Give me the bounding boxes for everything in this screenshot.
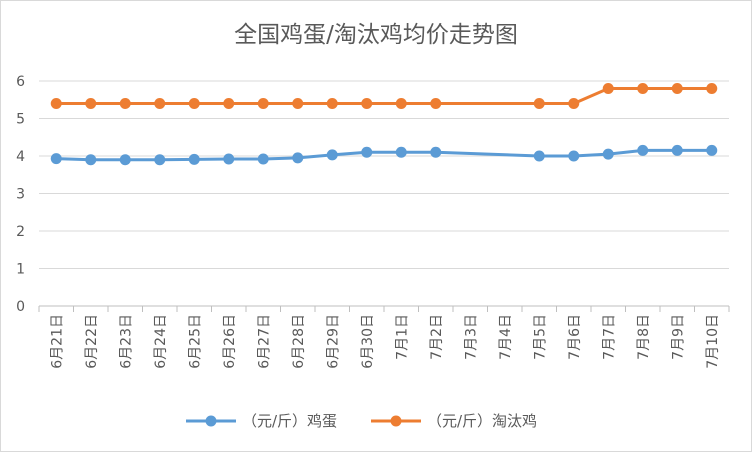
y-tick-label: 2 xyxy=(16,224,25,240)
x-tick-label: 6月30日 xyxy=(360,314,376,369)
x-tick-label: 6月21日 xyxy=(49,314,65,369)
x-tick-label: 7月9日 xyxy=(670,314,686,360)
data-point xyxy=(50,98,62,109)
data-point xyxy=(50,153,62,165)
data-point xyxy=(154,154,166,166)
legend-label-1: （元/斤）鸡蛋 xyxy=(242,412,337,430)
x-tick-label: 6月22日 xyxy=(84,314,100,369)
data-point xyxy=(119,154,131,166)
y-tick-label: 3 xyxy=(16,187,25,203)
data-point xyxy=(223,98,235,109)
y-tick-label: 5 xyxy=(16,112,25,128)
data-point xyxy=(223,153,235,165)
data-point xyxy=(568,150,580,162)
y-tick-label: 4 xyxy=(16,149,25,165)
data-point xyxy=(671,144,683,156)
data-point xyxy=(637,83,649,94)
x-tick-label: 6月25日 xyxy=(187,314,203,369)
x-tick-label: 7月10日 xyxy=(705,314,721,369)
data-point xyxy=(188,153,200,165)
legend-marker xyxy=(205,415,217,427)
data-point xyxy=(257,98,269,109)
x-tick-label: 7月2日 xyxy=(429,314,445,360)
x-tick-label: 6月24日 xyxy=(153,314,169,369)
x-tick-label: 6月23日 xyxy=(118,314,134,369)
data-point xyxy=(706,83,718,94)
data-point xyxy=(706,144,718,156)
data-point xyxy=(533,150,545,162)
data-point xyxy=(326,149,338,161)
series-line-2 xyxy=(56,87,712,105)
data-point xyxy=(257,153,269,165)
x-tick-label: 7月5日 xyxy=(532,314,548,360)
x-tick-label: 7月6日 xyxy=(567,314,583,360)
x-tick-label: 6月26日 xyxy=(222,314,238,369)
series-line-1 xyxy=(56,148,712,162)
data-point xyxy=(395,146,407,158)
legend-label-2: （元/斤）淘汰鸡 xyxy=(427,412,537,430)
data-point xyxy=(395,98,407,109)
data-point xyxy=(602,83,614,94)
data-point xyxy=(430,146,442,158)
x-tick-label: 6月27日 xyxy=(256,314,272,369)
chart-title: 全国鸡蛋/淘汰鸡均价走势图 xyxy=(234,22,518,48)
data-point xyxy=(671,83,683,94)
y-tick-label: 1 xyxy=(16,262,25,278)
data-point xyxy=(85,98,97,109)
data-point xyxy=(361,98,373,109)
data-point xyxy=(188,98,200,109)
x-tick-label: 7月1日 xyxy=(394,314,410,360)
x-tick-label: 6月29日 xyxy=(325,314,341,369)
y-tick-label: 0 xyxy=(16,299,25,315)
x-tick-label: 6月28日 xyxy=(291,314,307,369)
data-point xyxy=(568,98,580,109)
data-point xyxy=(292,98,304,109)
data-point xyxy=(637,144,649,156)
data-point xyxy=(154,98,166,109)
legend-marker xyxy=(390,415,402,427)
data-point xyxy=(292,152,304,164)
x-tick-label: 7月8日 xyxy=(636,314,652,360)
y-tick-label: 6 xyxy=(16,74,25,90)
data-point xyxy=(85,154,97,166)
data-point xyxy=(430,98,442,109)
x-tick-label: 7月4日 xyxy=(498,314,514,360)
data-point xyxy=(533,98,545,109)
data-point xyxy=(361,146,373,158)
x-tick-label: 7月3日 xyxy=(463,314,479,360)
data-point xyxy=(119,98,131,109)
x-tick-label: 7月7日 xyxy=(601,314,617,360)
data-point xyxy=(602,148,614,160)
data-point xyxy=(326,98,338,109)
